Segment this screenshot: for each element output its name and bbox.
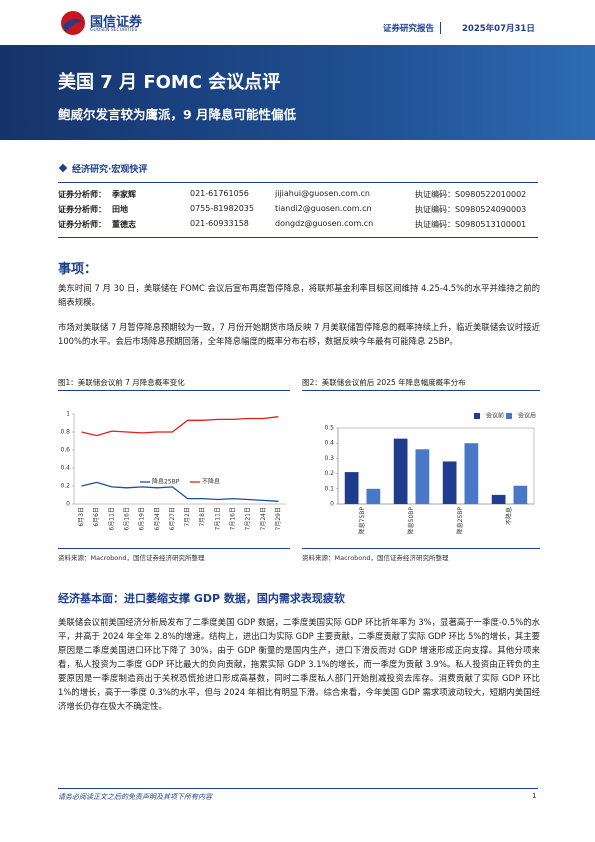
- logo-en: GUOSEN SECURITIES: [90, 28, 138, 33]
- category: 经济研究·宏观快评: [72, 165, 148, 175]
- bar: [491, 494, 506, 504]
- x-tick-label: 6月24日: [154, 507, 161, 530]
- chart: 0 0.1 0.2 0.3 0.4 0.5 降息75BP 降息50BP 降息25BP 不降息 会议前…: [324, 412, 536, 535]
- paragraph: 美东时间 7 月 30 日，美联储在 FOMC 会议后宣布再度暂停降息，将联邦基…: [58, 283, 540, 307]
- rule: [58, 788, 538, 789]
- y-tick-label: 0.4: [60, 465, 70, 472]
- series-line: [81, 416, 279, 437]
- series-line: [81, 481, 279, 502]
- y-tick-label: 0.2: [60, 483, 70, 490]
- x-tick-label: 6月19日: [139, 507, 146, 530]
- bar: [464, 443, 479, 504]
- bar: [415, 449, 430, 504]
- rule: [58, 237, 538, 238]
- analyst-cell: 季家辉: [112, 190, 136, 199]
- x-tick-label: 降息50BP: [407, 507, 415, 535]
- rule: [302, 548, 540, 549]
- y-tick-label: 0: [330, 501, 334, 508]
- analyst-cell: 执证编码：S0980524090003: [415, 205, 527, 214]
- logo-name: 国信证券: [90, 15, 143, 30]
- chart: 0 0.2 0.4 0.6 0.8 1 6月3日 6月6日 6月11日 6月16日 6月19日 6月2…: [60, 411, 286, 530]
- bar: [393, 438, 408, 504]
- y-tick-label: 0.1: [324, 485, 334, 492]
- x-tick-label: 7月2日: [184, 507, 191, 527]
- analyst-cell: 0755-81982035: [190, 204, 254, 213]
- rule: [58, 182, 538, 183]
- x-tick-label: 7月29日: [275, 507, 282, 530]
- legend-label: 不降息: [202, 478, 220, 486]
- analyst-cell: 田地: [112, 205, 128, 214]
- x-tick-label: 6月11日: [108, 507, 115, 530]
- y-tick-label: 0.3: [324, 455, 334, 462]
- analyst-cell: 董德志: [112, 220, 136, 229]
- analyst-cell: 证券分析师：: [58, 190, 106, 199]
- title: 美国 7 月 FOMC 会议点评: [58, 72, 281, 93]
- rule: [58, 548, 290, 549]
- paragraph: 美联储会议前美国经济分析局发布了二季度美国 GDP 数据，二季度美国实际 GDP…: [58, 617, 540, 711]
- y-tick-label: 0: [66, 501, 70, 508]
- legend-swatch: [474, 413, 480, 419]
- x-tick-label: 6月27日: [169, 507, 176, 530]
- bar: [344, 472, 359, 504]
- section-title: 事项：: [58, 262, 98, 277]
- y-tick-label: 0.4: [324, 440, 334, 447]
- bar: [513, 485, 528, 504]
- y-tick-label: 0.2: [324, 470, 334, 477]
- x-tick-label: 7月11日: [214, 507, 221, 530]
- figure-title: 图2：美联储会议前后 2025 年降息幅度概率分布: [302, 378, 466, 387]
- figure-source: 资料来源：Macrobond，国信证券经济研究所整理: [58, 554, 205, 562]
- rule: [302, 390, 540, 391]
- analyst-cell: 执证编码：S0980522010002: [415, 190, 527, 199]
- x-tick-label: 7月24日: [260, 507, 267, 530]
- bar: [366, 488, 381, 504]
- plot-frame: [74, 414, 286, 504]
- section-title: 经济基本面：进口萎缩支撑 GDP 数据，国内需求表现疲软: [58, 592, 345, 605]
- page-number: 1: [532, 792, 537, 800]
- x-tick-label: 6月3日: [78, 507, 85, 527]
- analyst-cell: 证券分析师：: [58, 220, 106, 229]
- y-tick-label: 0.6: [60, 447, 70, 454]
- figure-source: 资料来源：Macrobond，国信证券经济研究所整理: [302, 554, 449, 562]
- report-type: 证券研究报告: [383, 22, 442, 34]
- footer-note: 请务必阅读正文之后的免责声明及其项下所有内容: [58, 793, 212, 801]
- x-tick-label: 7月16日: [230, 507, 237, 530]
- report-date: 2025年07月31日: [462, 24, 535, 34]
- x-tick-label: 不降息: [505, 507, 513, 525]
- x-tick-label: 7月21日: [245, 507, 252, 530]
- analyst-cell: 021-60933158: [190, 219, 249, 228]
- analyst-cell: 执证编码：S0980513100001: [415, 220, 527, 229]
- analyst-cell: 021-61761056: [190, 189, 249, 198]
- y-tick-label: 1: [66, 411, 70, 418]
- analyst-cell: jijiahui@guosen.com.cn: [275, 189, 370, 198]
- legend-swatch: [506, 413, 512, 419]
- bar: [442, 461, 457, 504]
- analyst-cell: dongdz@guosen.com.cn: [275, 219, 374, 228]
- x-tick-label: 降息75BP: [358, 507, 366, 535]
- x-tick-label: 6月6日: [93, 507, 100, 527]
- banner: [0, 45, 595, 140]
- analyst-cell: tiandi2@guosen.com.cn: [275, 204, 372, 213]
- diamond: [58, 163, 68, 173]
- x-tick-label: 6月16日: [124, 507, 131, 530]
- legend-label: 会议前: [486, 412, 504, 420]
- analyst-cell: 证券分析师：: [58, 205, 106, 214]
- legend-label: 会议后: [518, 412, 536, 420]
- x-tick-label: 降息25BP: [456, 507, 464, 535]
- y-tick-label: 0.5: [324, 425, 334, 432]
- y-tick-label: 0.8: [60, 429, 70, 436]
- subtitle: 鲍威尔发言较为鹰派，9 月降息可能性偏低: [58, 107, 297, 122]
- legend-label: 降息25BP: [152, 478, 180, 486]
- logo-icon: [61, 11, 85, 35]
- rule: [58, 390, 290, 391]
- paragraph: 市场对美联储 7 月暂停降息预期较为一致，7 月份开始期货市场反映 7 月美联储…: [58, 322, 540, 346]
- x-tick-label: 7月8日: [199, 507, 206, 527]
- figure-title: 图1：美联储会议前 7 月降息概率变化: [58, 378, 185, 387]
